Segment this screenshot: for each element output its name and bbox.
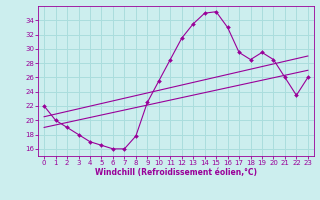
X-axis label: Windchill (Refroidissement éolien,°C): Windchill (Refroidissement éolien,°C): [95, 168, 257, 177]
